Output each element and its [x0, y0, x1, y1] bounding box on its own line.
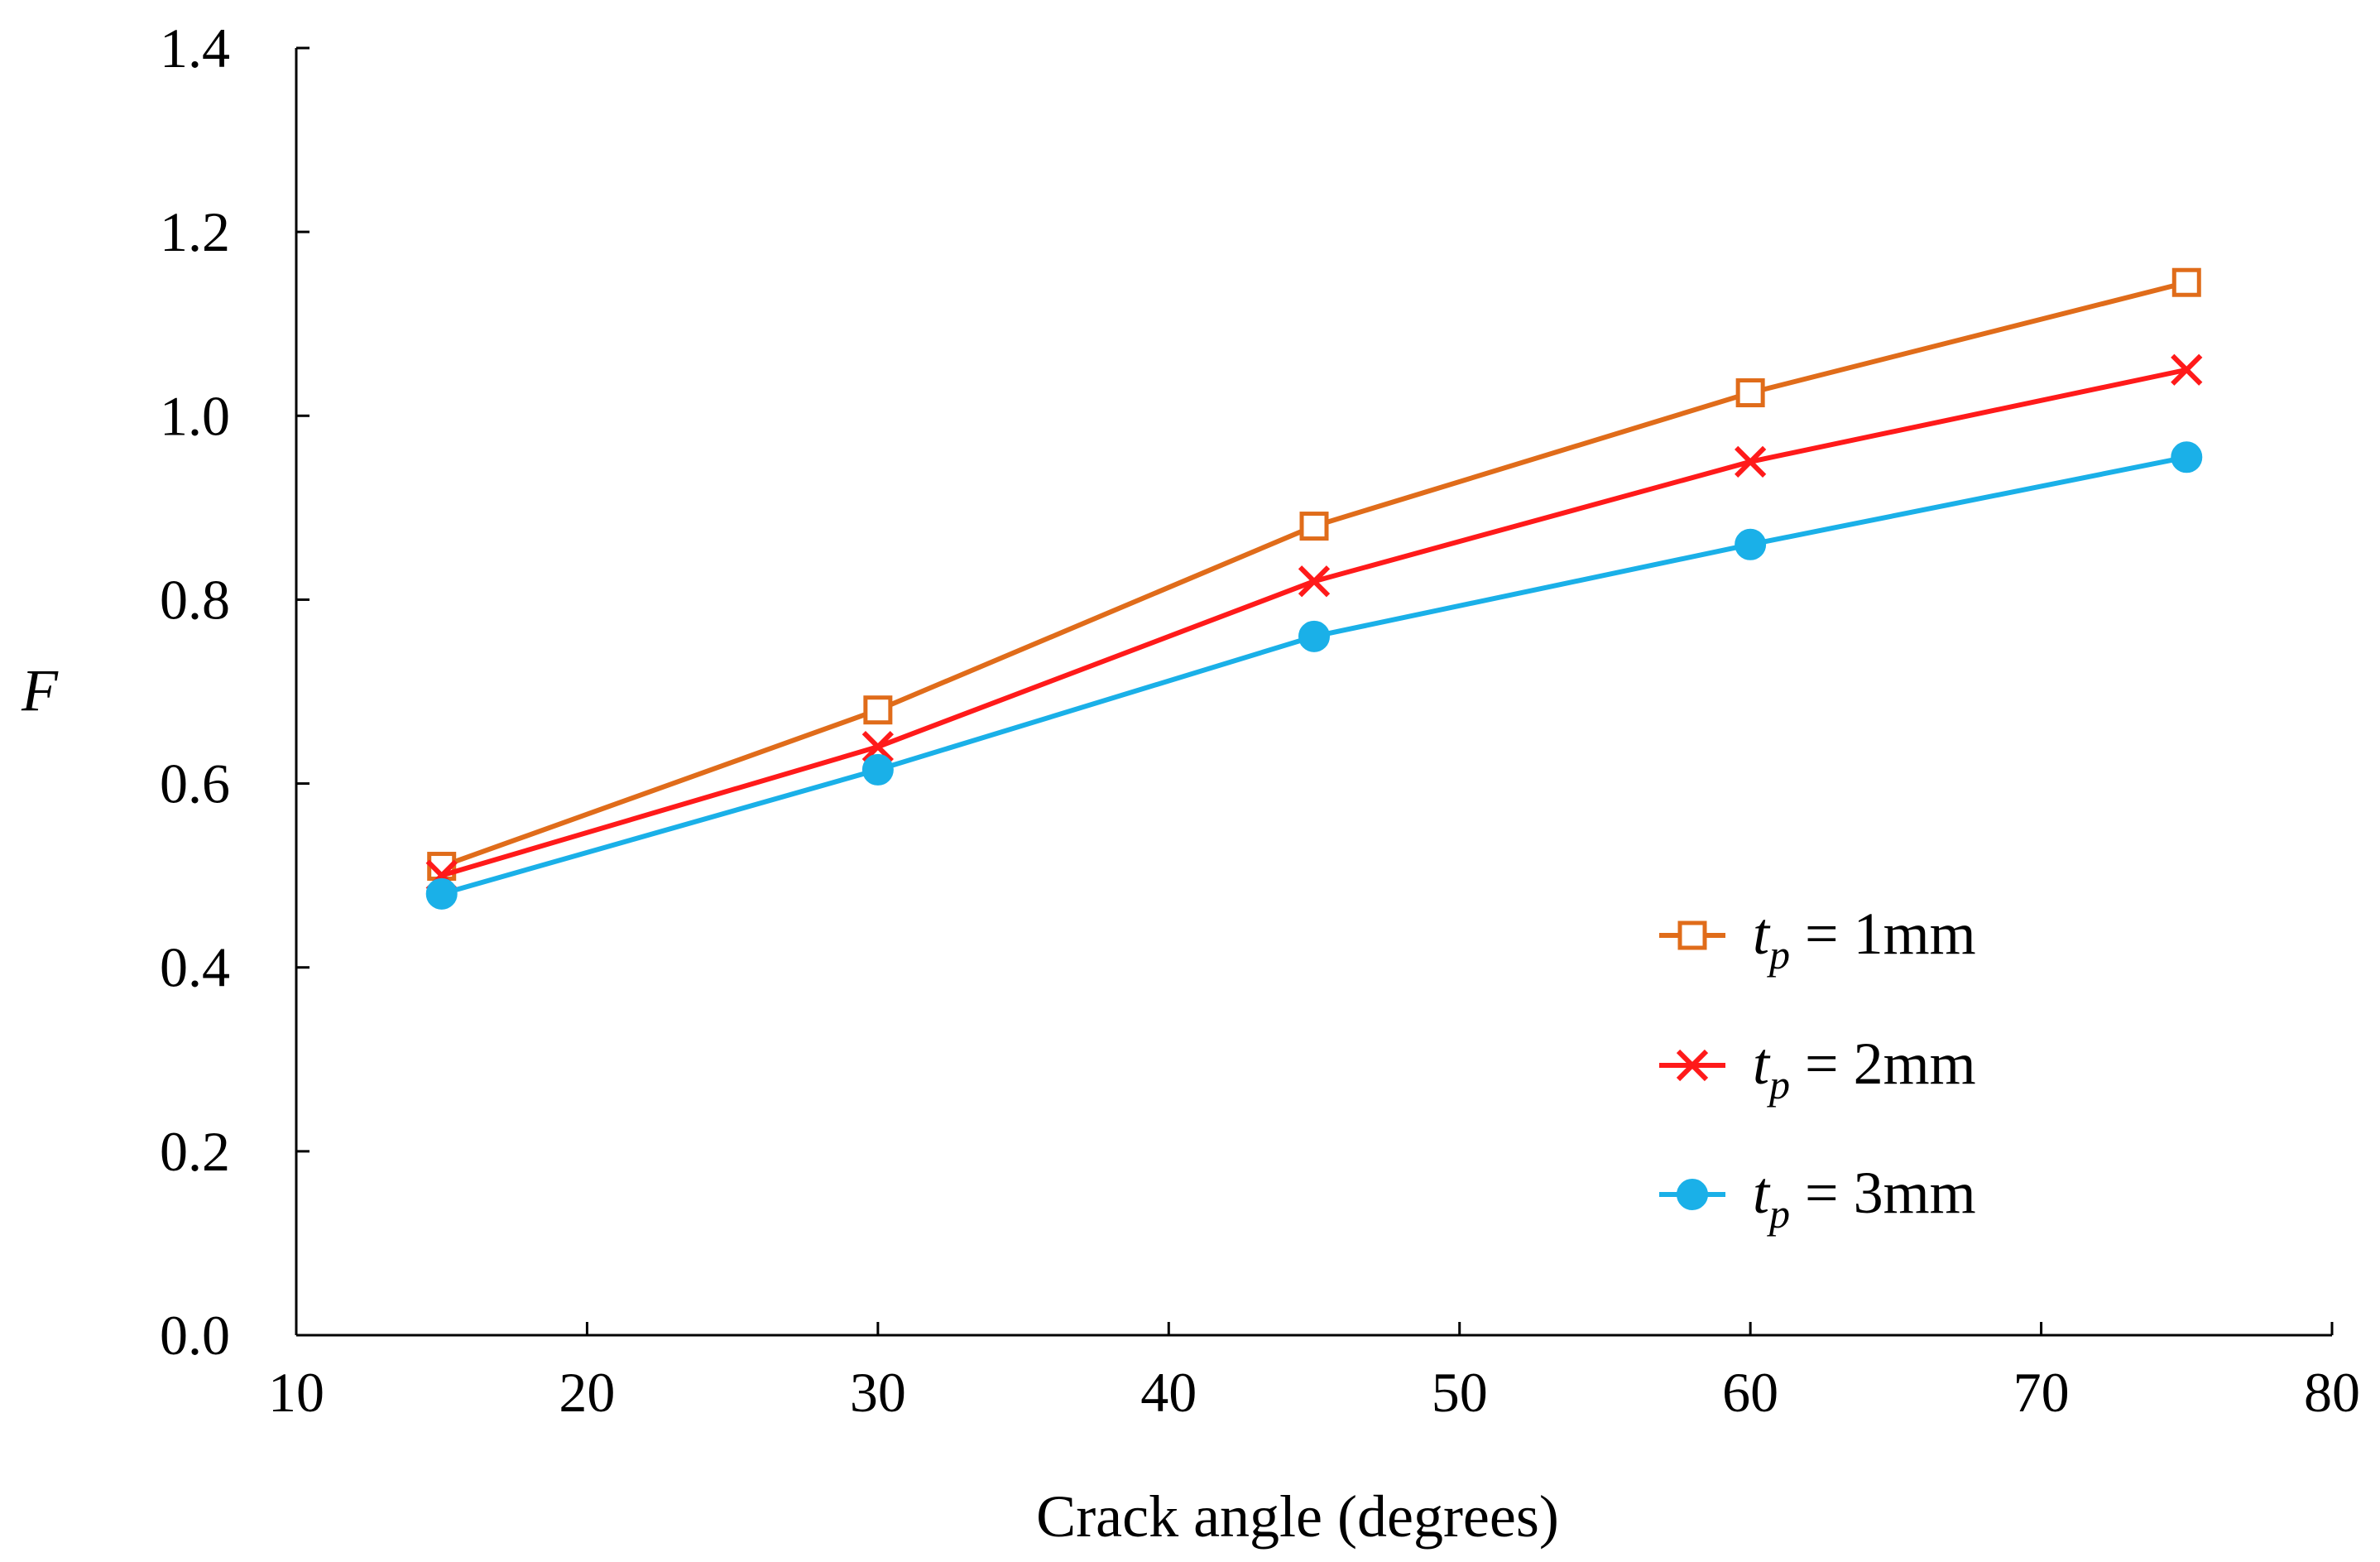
x-tick-label: 10	[268, 1361, 324, 1424]
data-point	[861, 731, 894, 763]
y-tick-label: 1.4	[160, 17, 230, 79]
x-tick-label: 80	[2304, 1361, 2360, 1424]
y-tick-label: 0.8	[160, 568, 230, 631]
series-3	[425, 441, 2203, 910]
x-axis-title: Crack angle (degrees)	[1036, 1483, 1559, 1550]
data-point	[1735, 528, 1767, 560]
data-point	[425, 877, 458, 910]
legend-label: tp = 2mm	[1753, 1031, 1976, 1108]
x-marker-stroke	[2171, 353, 2203, 386]
x-tick-label: 50	[1432, 1361, 1488, 1424]
series-layer	[425, 267, 2203, 910]
x-marker-stroke	[861, 731, 894, 763]
data-point	[2171, 441, 2203, 473]
x-tick-label: 20	[559, 1361, 615, 1424]
data-point	[863, 695, 893, 725]
legend-label: tp = 1mm	[1753, 901, 1976, 978]
y-tick-label: 0.0	[160, 1304, 230, 1367]
data-point	[1735, 378, 1765, 408]
legend: tp = 1mm tp = 2mm tp = 3mm	[1659, 901, 1976, 1237]
data-point	[1735, 445, 1767, 478]
data-point	[1298, 620, 1330, 652]
y-tick-label: 0.6	[160, 752, 230, 815]
x-marker-stroke	[1676, 1049, 1709, 1082]
y-tick-label: 1.0	[160, 384, 230, 447]
legend-item-2: tp = 2mm	[1659, 1031, 1976, 1108]
y-tick-label: 0.2	[160, 1120, 230, 1183]
legend-item-1: tp = 1mm	[1659, 901, 1976, 978]
data-point	[1298, 565, 1331, 598]
data-point	[1299, 512, 1329, 541]
x-tick-label: 60	[1722, 1361, 1778, 1424]
x-tick-label: 40	[1140, 1361, 1197, 1424]
y-axis-title: F	[21, 657, 59, 723]
legend-item-3: tp = 3mm	[1659, 1160, 1976, 1237]
x-marker-stroke	[1298, 565, 1331, 598]
axes	[295, 48, 2332, 1337]
y-tick-label: 1.2	[160, 200, 230, 263]
legend-marker	[1677, 920, 1707, 950]
legend-marker	[1676, 1049, 1709, 1082]
y-axis-ticks: 0.0 0.2 0.4 0.6 0.8 1.0 1.2 1.4	[160, 17, 309, 1367]
x-tick-label: 70	[2013, 1361, 2070, 1424]
data-point	[2171, 267, 2201, 297]
series-1	[427, 267, 2201, 882]
legend-marker	[1677, 1179, 1708, 1210]
y-tick-label: 0.4	[160, 936, 230, 999]
x-axis-ticks: 10 20 30 40 50 60 70 80	[268, 1322, 2360, 1424]
x-tick-label: 30	[850, 1361, 906, 1424]
legend-label: tp = 3mm	[1753, 1160, 1976, 1237]
series-line	[440, 280, 2188, 869]
data-point	[861, 753, 894, 786]
data-point	[2171, 353, 2203, 386]
x-marker-stroke	[1735, 445, 1767, 478]
